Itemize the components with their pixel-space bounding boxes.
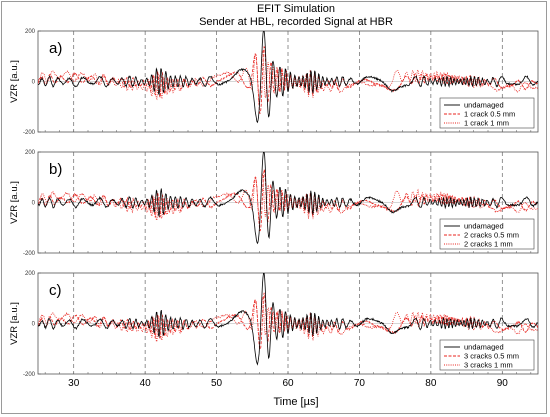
series-line-1 — [38, 31, 538, 124]
x-tick-label: 50 — [211, 378, 223, 389]
legend-entry: 3 cracks 0.5 mm — [464, 352, 519, 361]
y-axis-label: VZR [a.u.] — [9, 181, 20, 224]
x-axis-label: Time [µs] — [273, 396, 318, 408]
panel-label: c) — [49, 282, 62, 299]
panel-label: b) — [49, 161, 62, 178]
legend-box — [439, 97, 535, 129]
legend-entry: 1 crack 1 mm — [464, 119, 509, 128]
series-line-1 — [38, 152, 538, 245]
y-tick-label: -200 — [23, 130, 36, 136]
x-tick-labels: 30 40 50 60 70 80 90 — [68, 378, 508, 389]
x-tick-label: 80 — [425, 378, 437, 389]
y-tick-label: 0 — [32, 201, 36, 207]
series-line-3 — [38, 50, 538, 105]
legend-entry: 2 cracks 1 mm — [464, 240, 513, 249]
figure-title-line2: Sender at HBL, recorded Signal at HBR — [199, 16, 393, 28]
y-tick-label: 200 — [25, 150, 36, 156]
figure-title-line1: EFIT Simulation — [257, 3, 335, 15]
legend-entry: undamaged — [464, 101, 504, 110]
series-line-1 — [38, 273, 538, 366]
x-tick-label: 70 — [354, 378, 366, 389]
y-tick-label: -200 — [23, 372, 36, 378]
legend-entry: undamaged — [464, 343, 504, 352]
x-tick-label: 90 — [497, 378, 509, 389]
y-axis-label: VZR [a.u.] — [9, 302, 20, 345]
y-tick-label: 0 — [32, 80, 36, 86]
legend-entry: 2 cracks 0.5 mm — [464, 231, 519, 240]
y-tick-label: 0 — [32, 322, 36, 328]
x-tick-label: 60 — [282, 378, 294, 389]
panel-label: a) — [49, 40, 62, 57]
legend-entry: 3 cracks 1 mm — [464, 361, 513, 370]
series-line-3 — [38, 173, 538, 222]
series-line-3 — [38, 297, 538, 342]
y-tick-label: -200 — [23, 251, 36, 257]
legend-entry: undamaged — [464, 222, 504, 231]
y-tick-label: 200 — [25, 271, 36, 277]
legend-box — [439, 339, 535, 371]
legend-entry: 1 crack 0.5 mm — [464, 110, 515, 119]
x-tick-label: 30 — [68, 378, 80, 389]
y-tick-label: 200 — [25, 29, 36, 35]
x-tick-label: 40 — [140, 378, 152, 389]
y-axis-label: VZR [a.u.] — [9, 60, 20, 103]
